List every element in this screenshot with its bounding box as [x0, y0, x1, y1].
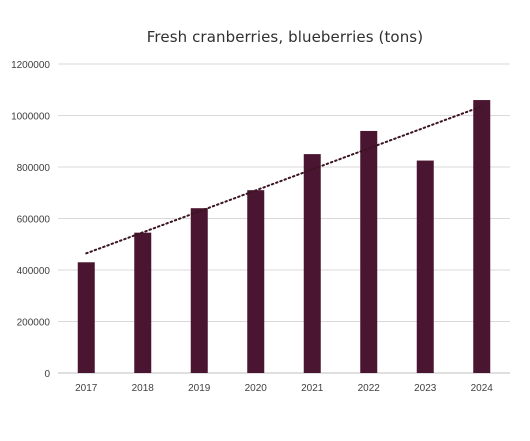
bar-2024 — [473, 100, 491, 374]
y-tick-label: 1000000 — [11, 112, 50, 123]
x-tick-label: 2024 — [471, 383, 494, 394]
x-tick-label: 2018 — [132, 383, 155, 394]
chart-title: Fresh cranberries, blueberries (tons) — [146, 28, 424, 46]
y-tick-label: 400000 — [17, 266, 51, 277]
y-tick-label: 0 — [44, 369, 50, 380]
y-tick-label: 600000 — [17, 215, 51, 226]
x-tick-label: 2019 — [188, 383, 211, 394]
x-tick-label: 2020 — [245, 383, 268, 394]
x-tick-label: 2023 — [414, 383, 437, 394]
y-tick-label: 800000 — [17, 163, 51, 174]
bar-2023 — [416, 160, 434, 373]
trendline — [85, 105, 483, 255]
y-tick-label: 1200000 — [11, 60, 50, 71]
bar-2017 — [77, 262, 95, 373]
x-tick-label: 2022 — [358, 383, 381, 394]
y-tick-label: 200000 — [17, 318, 51, 329]
x-tick-label: 2017 — [75, 383, 98, 394]
bar-2021 — [303, 154, 321, 373]
x-tick-label: 2021 — [301, 383, 324, 394]
bar-2018 — [134, 232, 152, 373]
bar-2020 — [247, 190, 265, 373]
bar-2019 — [190, 208, 208, 373]
bar-2022 — [360, 130, 378, 373]
